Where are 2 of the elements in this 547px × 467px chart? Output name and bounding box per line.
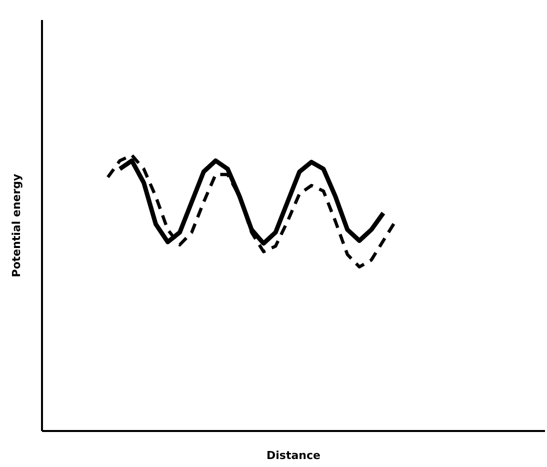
- y-axis-title: Potential energy: [10, 174, 23, 278]
- x-axis-title: Distance: [266, 449, 320, 462]
